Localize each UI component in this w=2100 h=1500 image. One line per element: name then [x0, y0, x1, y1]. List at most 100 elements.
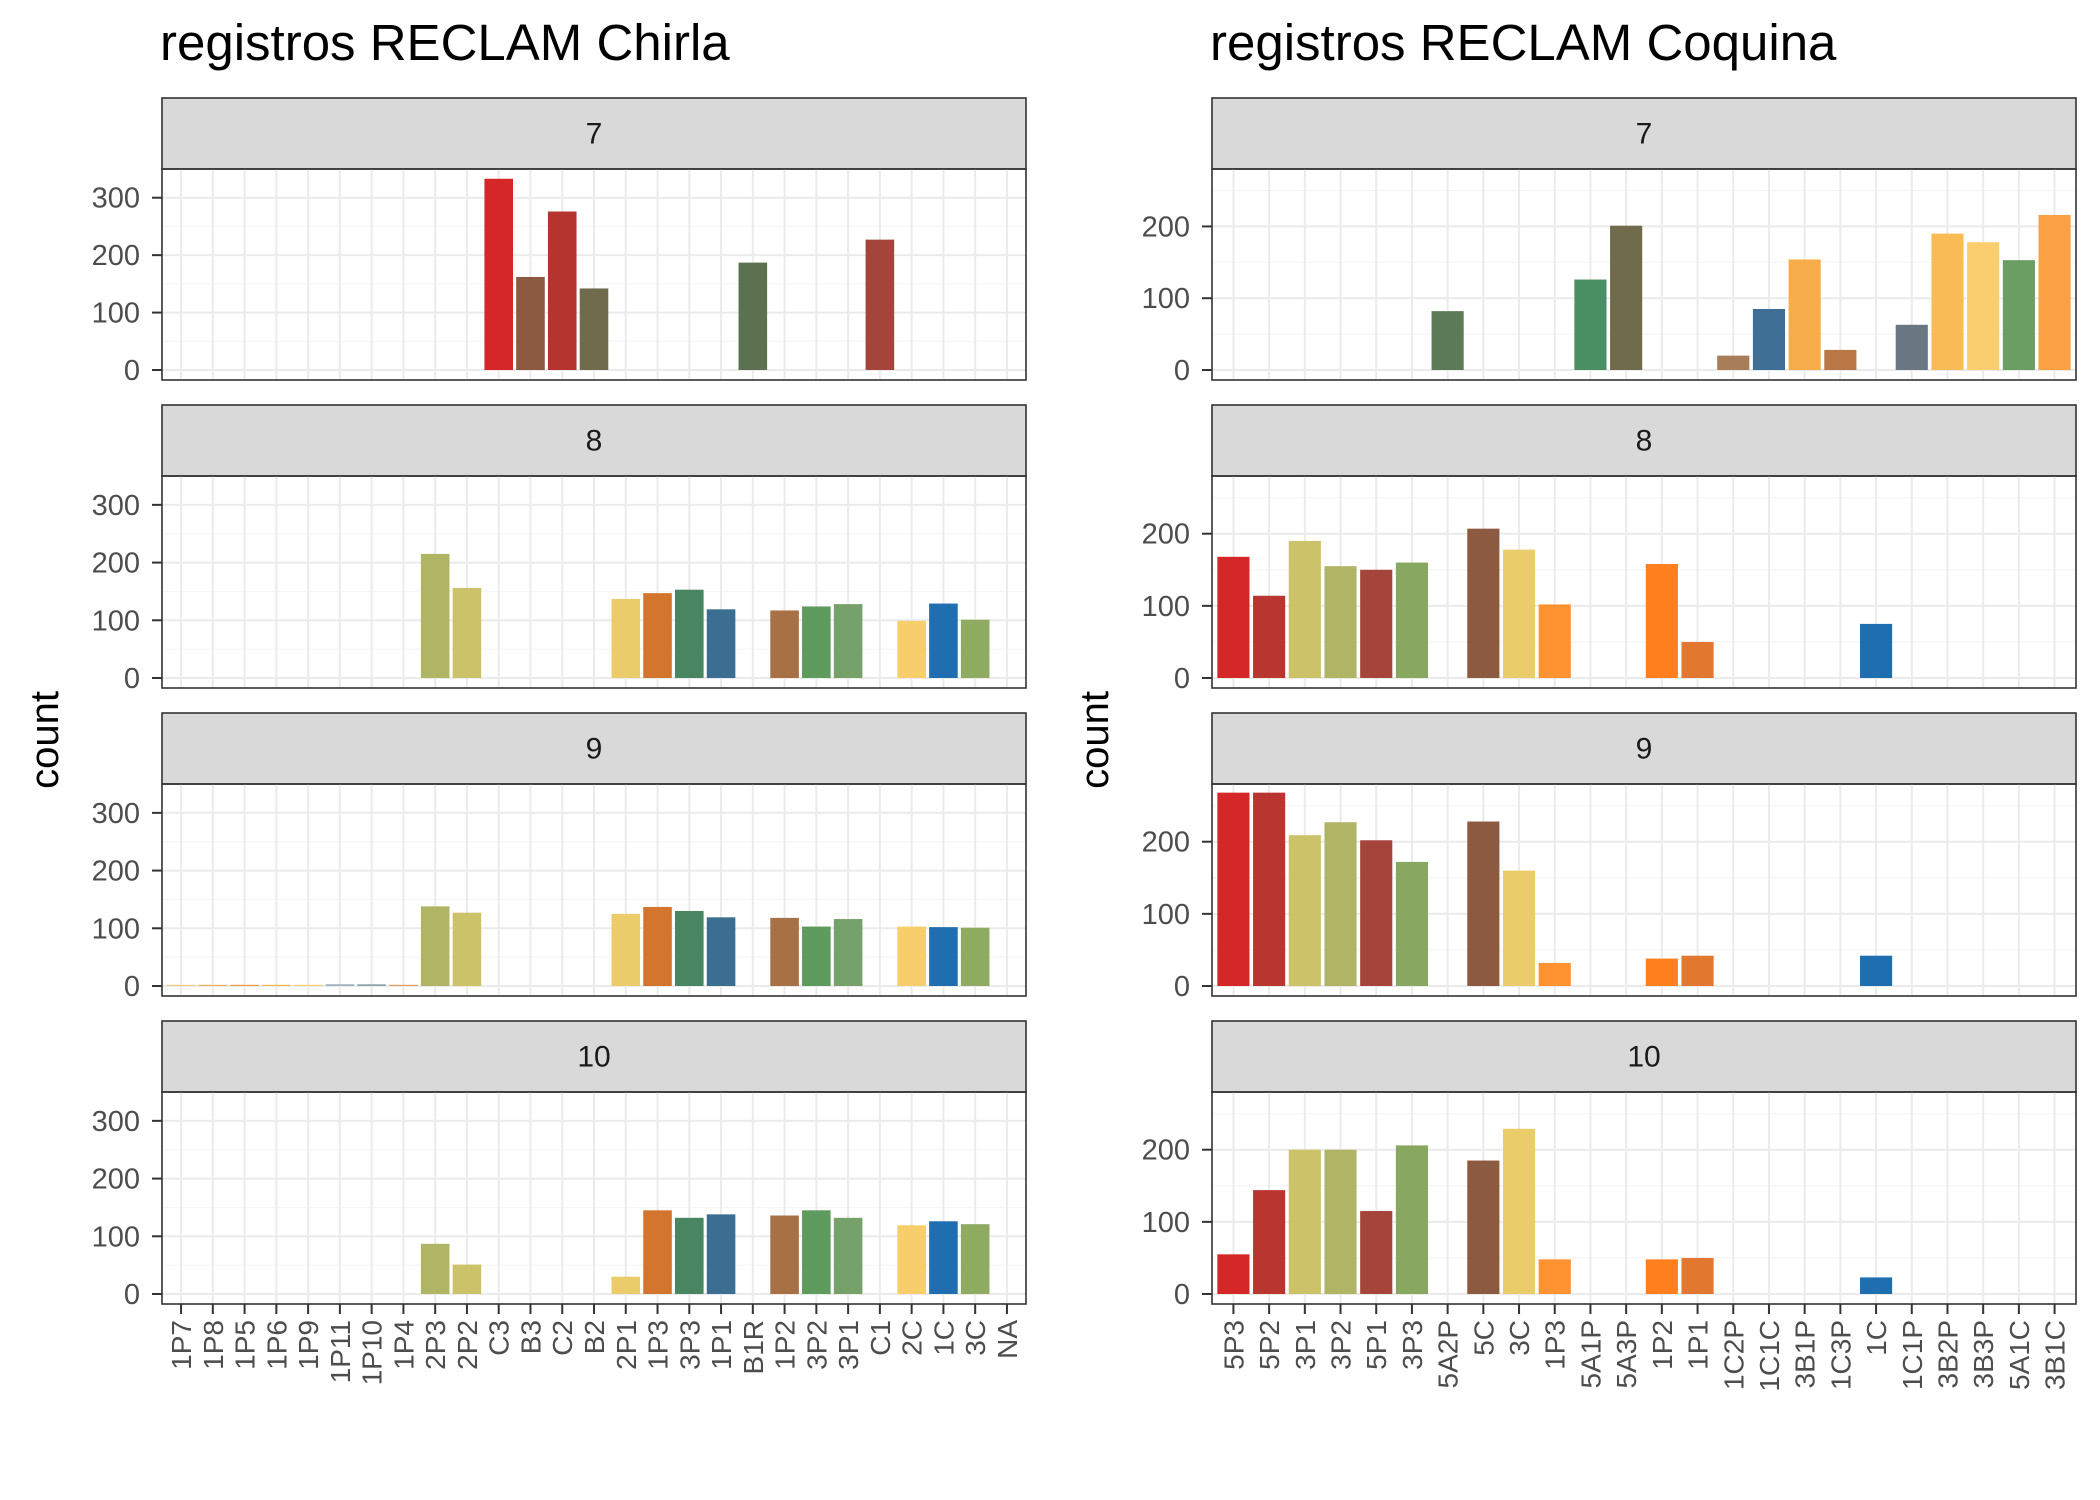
- bar-5C-8: [1467, 528, 1500, 678]
- x-tick-label-5A3P: 5A3P: [1611, 1320, 1642, 1389]
- coquina-x-axis: 5P3 5P2 3P1 3P2 5P1 3P3 5A2P 5C 3C 1P3 5A1P 5A3P 1P2…: [1218, 1304, 2071, 1392]
- x-tick-label-5P1: 5P1: [1361, 1320, 1392, 1370]
- x-tick-label-3P2: 3P2: [801, 1320, 832, 1370]
- bar-1C-8: [1860, 623, 1893, 678]
- facet-strip-label: 10: [577, 1041, 610, 1074]
- y-tick-label: 300: [92, 490, 140, 522]
- bar-5A1P-7: [1574, 279, 1607, 370]
- bar-5C-10: [1467, 1160, 1500, 1294]
- panel-border: [1211, 168, 2077, 381]
- x-tick-label-1P3: 1P3: [1540, 1320, 1571, 1370]
- bar-3P2-9: [1324, 822, 1357, 986]
- bar-3B3P-7: [1967, 242, 2000, 370]
- y-tick-label: 100: [1142, 899, 1190, 931]
- y-tick-label: 200: [1142, 827, 1190, 859]
- bar-B2-7: [579, 288, 609, 370]
- bar-3P1-9: [1288, 835, 1321, 986]
- bar-1P8-9: [198, 984, 228, 986]
- bar-5A3P-7: [1610, 225, 1643, 370]
- bar-5P2-8: [1253, 595, 1286, 678]
- bar-3P3-9: [675, 910, 704, 986]
- y-tick-label: 100: [92, 913, 140, 945]
- panel-border: [161, 168, 1027, 381]
- bar-5P3-9: [1217, 792, 1250, 986]
- chirla-panels: 7010020030080100200300901002003001001002…: [92, 97, 1027, 1311]
- bar-B1R-7: [738, 262, 768, 370]
- bar-1P1-9: [706, 917, 736, 986]
- bar-2P1-10: [611, 1276, 641, 1294]
- bar-3C-9: [1502, 870, 1536, 986]
- coquina-y-axis-label: count: [1073, 691, 1117, 789]
- bar-2C-10: [897, 1225, 926, 1294]
- chirla-y-axis-label: count: [23, 691, 67, 789]
- bar-1P5-9: [230, 984, 259, 986]
- y-tick-label: 0: [124, 663, 140, 695]
- bar-3P2-9: [802, 926, 831, 986]
- bar-2P3-10: [420, 1243, 450, 1294]
- x-tick-label-5A1C: 5A1C: [2004, 1320, 2035, 1390]
- x-tick-label-1C: 1C: [1861, 1320, 1892, 1356]
- x-tick-label-1P1: 1P1: [1683, 1320, 1714, 1370]
- y-tick-label: 200: [92, 856, 140, 888]
- bar-2P3-8: [420, 553, 450, 678]
- bar-3P1-9: [833, 919, 863, 986]
- bar-1P4-9: [389, 984, 418, 986]
- facet-strip: [161, 1020, 1027, 1093]
- bar-2P2-9: [452, 912, 482, 986]
- x-tick-label-1C1P: 1C1P: [1897, 1320, 1928, 1390]
- bar-1C-9: [1860, 955, 1893, 986]
- bar-C1-7: [865, 239, 895, 370]
- x-tick-label-1P2: 1P2: [770, 1320, 801, 1370]
- bar-1P2-8: [1645, 564, 1678, 678]
- x-tick-label-1P3: 1P3: [643, 1320, 674, 1370]
- bar-1P1-8: [1681, 641, 1714, 678]
- bar-5P2-9: [1253, 792, 1286, 986]
- bar-1P7-9: [166, 984, 196, 986]
- x-tick-label-5P2: 5P2: [1254, 1320, 1285, 1370]
- y-tick-label: 200: [1142, 211, 1190, 243]
- x-tick-label-1P10: 1P10: [357, 1320, 388, 1385]
- bar-1P1-10: [706, 1214, 736, 1294]
- bar-1P10-9: [357, 984, 386, 986]
- y-tick-label: 0: [124, 971, 140, 1003]
- bar-B3-7: [516, 276, 545, 370]
- facet-7: 7 0 100 200 300: [92, 97, 1027, 387]
- x-tick-label-1P8: 1P8: [198, 1320, 229, 1370]
- bar-1P6-9: [262, 984, 291, 986]
- y-tick-label: 0: [124, 355, 140, 387]
- bar-1C3P-7: [1824, 349, 1857, 370]
- x-tick-label-3B1C: 3B1C: [2040, 1320, 2071, 1390]
- bar-3P3-8: [1395, 562, 1428, 678]
- y-tick-label: 200: [92, 1164, 140, 1196]
- x-tick-label-3P3: 3P3: [1397, 1320, 1428, 1370]
- y-tick-label: 0: [1174, 971, 1190, 1003]
- x-tick-label-2P2: 2P2: [452, 1320, 483, 1370]
- y-tick-label: 200: [1142, 519, 1190, 551]
- x-tick-label-5A2P: 5A2P: [1433, 1320, 1464, 1389]
- y-tick-label: 100: [1142, 1207, 1190, 1239]
- bar-3C-10: [1502, 1128, 1536, 1294]
- x-tick-label-5C: 5C: [1468, 1320, 1499, 1356]
- x-tick-label-1P1: 1P1: [706, 1320, 737, 1370]
- x-tick-label-3P1: 3P1: [1290, 1320, 1321, 1370]
- x-tick-label-3C: 3C: [960, 1320, 991, 1356]
- bar-2C-8: [897, 620, 926, 678]
- facet-strip-label: 8: [586, 425, 603, 458]
- bar-1P2-10: [770, 1215, 799, 1294]
- x-tick-label-1P5: 1P5: [230, 1320, 261, 1370]
- chirla-figure: registros RECLAM Chirla count 7010020030…: [23, 14, 1027, 1385]
- bar-5C-9: [1467, 821, 1500, 986]
- facet-strip-label: 7: [586, 118, 603, 151]
- panel-border: [161, 475, 1027, 689]
- facet-strip: [1211, 1020, 2077, 1093]
- bar-1C1P-7: [1895, 324, 1928, 370]
- bar-1P1-10: [1681, 1257, 1714, 1294]
- x-tick-label-5A1P: 5A1P: [1575, 1320, 1606, 1389]
- bar-1P11-9: [325, 984, 355, 986]
- x-tick-label-3B2P: 3B2P: [1932, 1320, 1963, 1389]
- y-tick-label: 300: [92, 1106, 140, 1138]
- bar-3C-8: [1502, 549, 1536, 678]
- y-tick-label: 300: [92, 798, 140, 830]
